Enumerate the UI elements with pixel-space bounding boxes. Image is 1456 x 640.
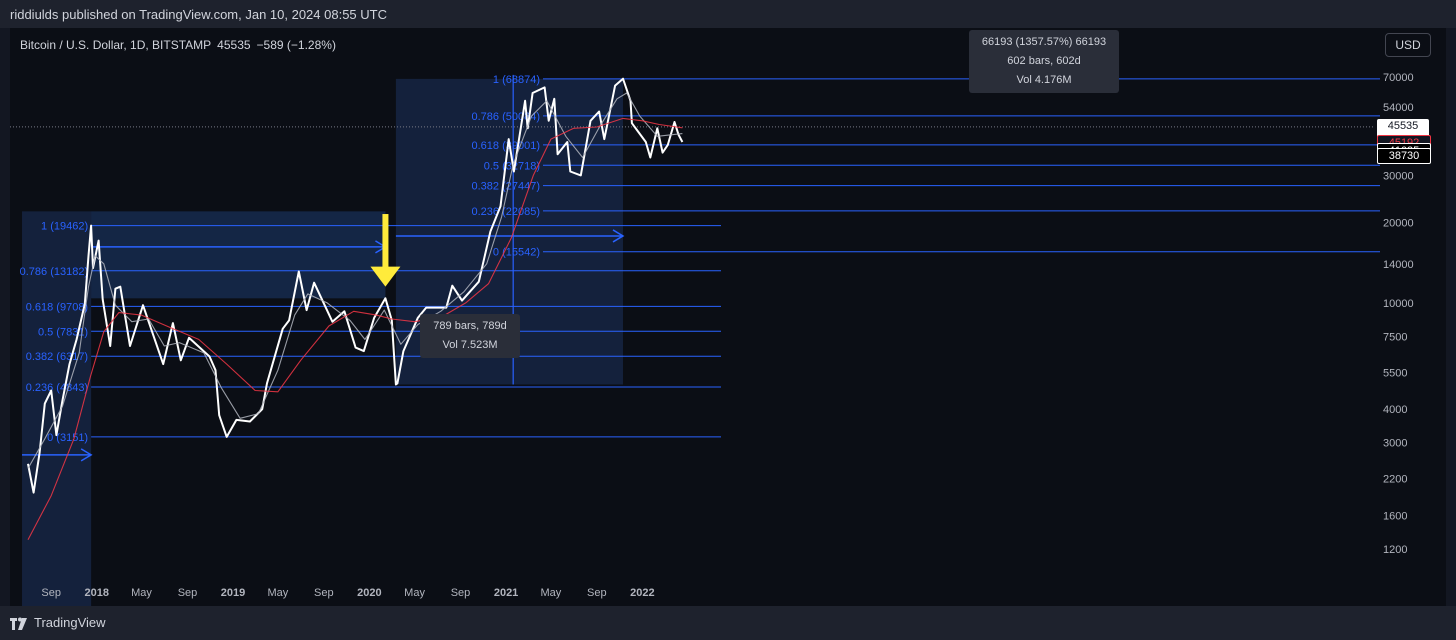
x-axis-tick: Sep xyxy=(314,587,334,599)
y-axis-tick: 20000 xyxy=(1383,217,1414,229)
fib-level-label: 0.786 (13182) xyxy=(20,266,89,278)
currency-button[interactable]: USD xyxy=(1385,33,1431,57)
footer-bar: TradingView xyxy=(0,606,1456,640)
x-axis-tick: 2018 xyxy=(84,587,108,599)
measure-box xyxy=(91,211,386,299)
measure-tooltip: 789 bars, 789d Vol 7.523M xyxy=(420,314,520,358)
x-axis-tick: 2022 xyxy=(630,587,654,599)
y-axis-tick: 30000 xyxy=(1383,170,1414,182)
x-axis-tick: Sep xyxy=(587,587,607,599)
y-axis-tick: 4000 xyxy=(1383,404,1407,416)
x-axis-tick: May xyxy=(404,587,425,599)
fib-level-label: 0 (3151) xyxy=(47,432,88,444)
y-axis-tick: 2200 xyxy=(1383,474,1407,486)
y-axis-tick: 7500 xyxy=(1383,331,1407,343)
x-axis-tick: Sep xyxy=(41,587,61,599)
x-axis-tick: Sep xyxy=(451,587,471,599)
x-axis-tick: Sep xyxy=(178,587,198,599)
tooltip-line: 789 bars, 789d xyxy=(433,320,507,332)
tooltip-line: Vol 4.176M xyxy=(1016,74,1072,86)
chart-svg[interactable]: 1 (19462) 0.786 (13182) 0.618 (9708) 0.5 (7… xyxy=(10,28,1446,606)
annotation-arrow-head xyxy=(370,266,401,287)
tradingview-logo-icon xyxy=(10,617,27,630)
symbol-change: −589 (−1.28%) xyxy=(256,38,336,52)
tooltip-line: 66193 (1357.57%) 66193 xyxy=(981,36,1107,48)
x-axis-tick: May xyxy=(541,587,562,599)
y-axis-tick: 1200 xyxy=(1383,544,1407,556)
publish-info: riddiulds published on TradingView.com, … xyxy=(10,7,387,22)
series-ma-long xyxy=(27,117,683,540)
fib-level-label: 1 (68874) xyxy=(493,74,540,86)
chart-area[interactable]: 1 (19462) 0.786 (13182) 0.618 (9708) 0.5 (7… xyxy=(10,28,1446,606)
y-axis-tick: 54000 xyxy=(1383,102,1414,114)
measure-arrow-head xyxy=(80,448,93,462)
y-axis-tick: 3000 xyxy=(1383,438,1407,450)
x-axis-tick: May xyxy=(267,587,288,599)
x-axis-tick: 2021 xyxy=(494,587,518,599)
x-axis-tick: 2020 xyxy=(357,587,381,599)
fib-level-label: 0 (15542) xyxy=(493,247,540,259)
y-axis-tick: 10000 xyxy=(1383,298,1414,310)
y-axis-tick: 1600 xyxy=(1383,511,1407,523)
fib-level-label: 1 (19462) xyxy=(41,221,88,233)
series-price xyxy=(27,77,684,494)
fib-level-label: 0.618 (39001) xyxy=(471,140,540,152)
fib-level-label: 0.236 (4843) xyxy=(26,382,88,394)
fib-level-label: 0.5 (7831) xyxy=(38,326,88,338)
tooltip-line: Vol 7.523M xyxy=(442,339,498,351)
symbol-name: Bitcoin / U.S. Dollar, 1D, BITSTAMP xyxy=(20,38,212,52)
price-tag: 38730 xyxy=(1377,147,1431,164)
measure-tooltip: 66193 (1357.57%) 66193 602 bars, 602d Vol … xyxy=(969,30,1119,93)
y-axis-tick: 70000 xyxy=(1383,72,1414,84)
symbol-legend: Bitcoin / U.S. Dollar, 1D, BITSTAMP 45535… xyxy=(20,38,336,52)
x-axis-tick: May xyxy=(131,587,152,599)
footer-brand: TradingView xyxy=(34,615,106,630)
fib-level-label: 0.382 (27447) xyxy=(471,181,540,193)
tooltip-line: 602 bars, 602d xyxy=(1007,55,1081,67)
measure-arrow-head xyxy=(612,229,625,243)
y-axis-tick: 14000 xyxy=(1383,259,1414,271)
symbol-price: 45535 xyxy=(217,38,251,52)
measure-box xyxy=(22,211,92,606)
y-axis-tick: 5500 xyxy=(1383,367,1407,379)
annotation-arrow-shaft xyxy=(382,214,389,269)
fib-level-label: 0.5 (32718) xyxy=(484,160,540,172)
publish-header: riddiulds published on TradingView.com, … xyxy=(0,0,1456,28)
price-tag-value: 45535 xyxy=(1387,119,1419,132)
fib-level-label: 0.236 (22085) xyxy=(471,206,540,218)
x-axis-tick: 2019 xyxy=(221,587,245,599)
series-ma-short xyxy=(27,92,683,469)
price-tag-value: 38730 xyxy=(1388,149,1420,162)
fib-level-label: 0.618 (9708) xyxy=(26,301,88,313)
